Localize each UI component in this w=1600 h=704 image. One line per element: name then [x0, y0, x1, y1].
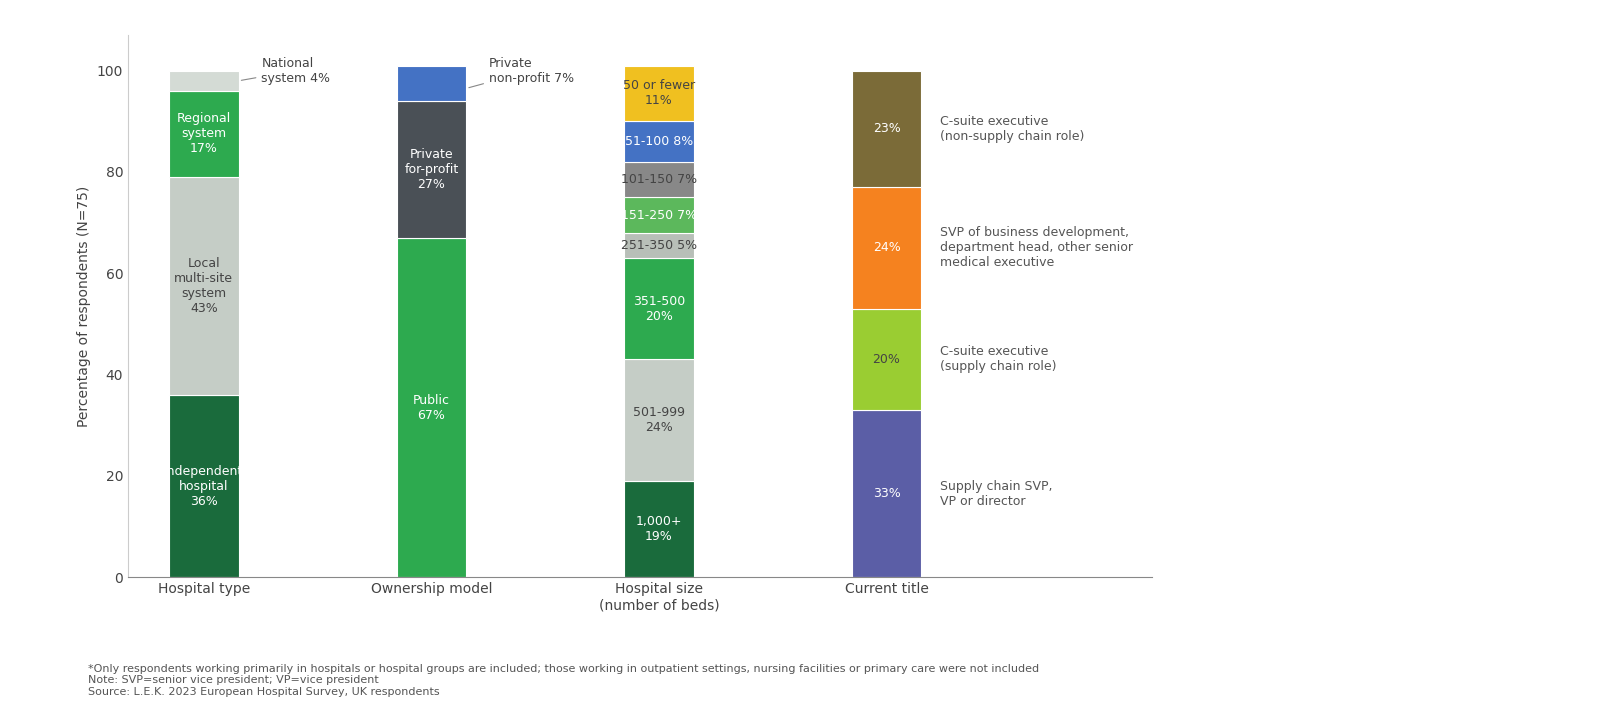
Text: 51-100 8%: 51-100 8%	[626, 135, 693, 148]
Bar	[397, 65, 466, 101]
Text: 501-999
24%: 501-999 24%	[634, 406, 685, 434]
Text: C-suite executive
(non-supply chain role): C-suite executive (non-supply chain role…	[941, 115, 1085, 143]
Text: 20%: 20%	[872, 353, 901, 366]
Bar	[397, 101, 466, 238]
Text: Regional
system
17%: Regional system 17%	[176, 113, 230, 156]
Text: 33%: 33%	[872, 487, 901, 500]
Text: 1,000+
19%: 1,000+ 19%	[635, 515, 682, 543]
Text: Private
for-profit
27%: Private for-profit 27%	[405, 148, 459, 191]
Text: Independent
hospital
36%: Independent hospital 36%	[165, 465, 243, 508]
Text: *Only respondents working primarily in hospitals or hospital groups are included: *Only respondents working primarily in h…	[88, 664, 1038, 697]
Text: Private
non-profit 7%: Private non-profit 7%	[469, 56, 574, 88]
Text: C-suite executive
(supply chain role): C-suite executive (supply chain role)	[941, 346, 1056, 373]
Bar	[624, 360, 694, 481]
Bar	[624, 197, 694, 233]
Bar	[170, 70, 238, 91]
Bar	[624, 258, 694, 360]
Bar	[624, 121, 694, 162]
Bar	[624, 233, 694, 258]
Bar	[624, 65, 694, 121]
Text: National
system 4%: National system 4%	[242, 56, 330, 84]
Y-axis label: Percentage of respondents (N=75): Percentage of respondents (N=75)	[77, 186, 91, 427]
Bar	[397, 238, 466, 577]
Bar	[624, 162, 694, 197]
Text: 50 or fewer
11%: 50 or fewer 11%	[622, 80, 694, 108]
Text: 101-150 7%: 101-150 7%	[621, 173, 698, 186]
Bar	[851, 309, 922, 410]
Text: SVP of business development,
department head, other senior
medical executive: SVP of business development, department …	[941, 227, 1133, 270]
Text: 151-250 7%: 151-250 7%	[621, 208, 698, 222]
Text: Supply chain SVP,
VP or director: Supply chain SVP, VP or director	[941, 479, 1053, 508]
Bar	[170, 177, 238, 395]
Text: 23%: 23%	[872, 122, 901, 135]
Bar	[851, 187, 922, 309]
Bar	[624, 481, 694, 577]
Bar	[851, 410, 922, 577]
Bar	[170, 91, 238, 177]
Text: 24%: 24%	[872, 241, 901, 254]
Text: 251-350 5%: 251-350 5%	[621, 239, 698, 252]
Text: Local
multi-site
system
43%: Local multi-site system 43%	[174, 257, 234, 315]
Text: 351-500
20%: 351-500 20%	[634, 295, 685, 322]
Text: Public
67%: Public 67%	[413, 394, 450, 422]
Bar	[170, 395, 238, 577]
Bar	[851, 70, 922, 187]
